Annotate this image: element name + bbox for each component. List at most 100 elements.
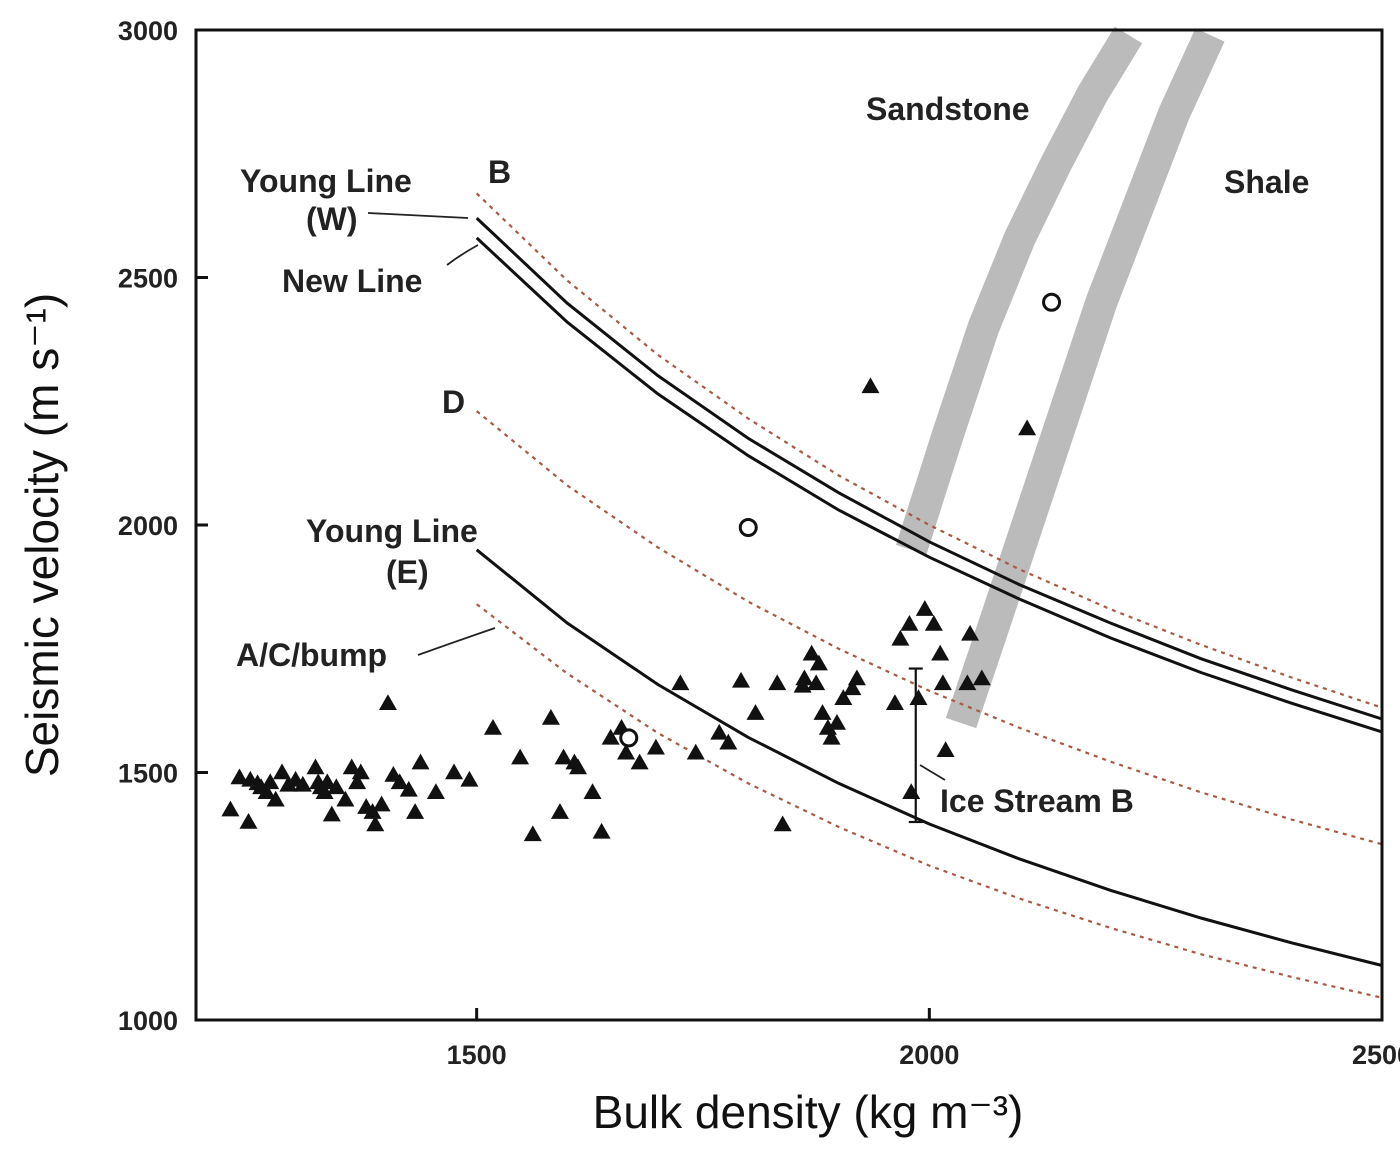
acbump-label: A/C/bump	[236, 637, 387, 673]
young-line-e-sub: (E)	[386, 554, 429, 590]
triangle-point	[891, 629, 910, 646]
circle-point	[1042, 292, 1062, 312]
triangle-point	[646, 738, 665, 755]
triangle-point	[617, 743, 636, 760]
x-tick-label: 1500	[447, 1040, 507, 1070]
triangle-point	[732, 671, 751, 688]
triangle-point	[390, 773, 409, 790]
circle-point	[619, 728, 639, 748]
curve-acbump	[476, 603, 1383, 999]
triangle-point	[266, 790, 285, 807]
triangle-point	[822, 728, 841, 745]
new-line-leader	[446, 244, 479, 266]
triangle-point	[834, 689, 853, 705]
triangle-point	[460, 770, 479, 787]
x-axis-label: Bulk density (kg m⁻³)	[593, 1086, 1024, 1138]
triangle-point	[719, 733, 738, 750]
triangle-point	[511, 748, 530, 765]
curve-young-w	[475, 217, 1383, 721]
triangle-point	[230, 768, 249, 785]
triangle-point	[900, 615, 919, 631]
triangle-point	[363, 803, 382, 819]
triangle-point	[554, 748, 573, 765]
curve-young-e	[475, 548, 1383, 967]
triangle-point	[239, 813, 258, 829]
triangle-point	[768, 674, 787, 691]
triangle-point	[315, 783, 334, 800]
triangle-point	[958, 674, 977, 691]
triangle-point	[809, 654, 828, 671]
triangle-point	[327, 778, 346, 795]
triangle-point	[411, 753, 430, 770]
y-tick-label: 2000	[118, 511, 178, 541]
triangle-point	[902, 783, 921, 800]
triangle-point	[322, 805, 341, 822]
triangle-point	[541, 709, 560, 725]
triangle-point	[550, 803, 569, 819]
annotation-leaders	[367, 212, 946, 781]
triangle-point	[885, 694, 904, 710]
y-tick-label: 3000	[118, 16, 178, 46]
triangle-point	[807, 674, 826, 691]
triangle-point	[592, 822, 611, 839]
triangle-point	[293, 775, 312, 792]
triangle-point	[843, 679, 862, 696]
triangle-point	[342, 758, 361, 775]
y-axis-label: Seismic velocity (m s⁻¹)	[16, 293, 68, 777]
icestream-leader	[919, 764, 946, 781]
triangle-point	[221, 800, 240, 817]
triangle-point	[336, 790, 355, 807]
triangle-point	[915, 600, 934, 616]
triangle-point	[847, 669, 866, 686]
curve-new-line	[475, 236, 1383, 734]
triangle-point	[924, 615, 943, 631]
triangle-point	[569, 758, 588, 775]
young-line-e-label: Young Line	[306, 513, 478, 549]
x-tick-label: 2500	[1352, 1040, 1400, 1070]
triangle-point	[961, 624, 980, 641]
triangle-point	[827, 714, 846, 730]
triangle-point	[795, 669, 814, 686]
triangle-point	[909, 689, 928, 705]
shale-label: Shale	[1224, 164, 1309, 200]
triangle-point	[372, 795, 391, 812]
triangle-point	[686, 743, 705, 760]
triangle-point	[813, 704, 832, 720]
circle-point	[738, 517, 758, 537]
triangle-point	[972, 669, 991, 686]
y-tick-label: 1000	[118, 1006, 178, 1036]
triangle-point	[257, 783, 276, 800]
triangle-point	[351, 763, 370, 780]
triangle-point	[583, 783, 602, 800]
triangle-point	[273, 763, 292, 780]
triangle-point	[936, 741, 955, 757]
y-tick-label: 1500	[118, 759, 178, 789]
triangle-point	[931, 644, 950, 661]
triangle-point	[773, 815, 792, 832]
triangle-point	[318, 773, 337, 790]
triangle-point	[426, 783, 445, 800]
band-sandstone	[895, 26, 1143, 555]
curve-d	[476, 410, 1383, 846]
young-w-leader	[367, 212, 469, 219]
sandstone-label: Sandstone	[866, 91, 1030, 127]
triangle-point	[445, 763, 464, 780]
triangle-point	[261, 773, 280, 790]
triangle-point	[601, 728, 620, 745]
curves	[475, 192, 1383, 999]
young-line-w-label: Young Line	[240, 163, 412, 199]
band-shale	[945, 28, 1225, 729]
triangle-point	[746, 704, 765, 720]
triangle-point	[399, 780, 418, 797]
triangle-point	[306, 758, 325, 775]
triangle-point	[861, 377, 880, 394]
triangle-point	[348, 773, 367, 790]
acbump-leader	[417, 627, 496, 656]
triangle-point	[802, 644, 821, 661]
x-tick-label: 2000	[899, 1040, 959, 1070]
young-line-w-sub: (W)	[306, 201, 358, 237]
triangle-point	[378, 694, 397, 710]
curve-d-label: D	[442, 384, 465, 420]
triangle-point	[366, 815, 385, 832]
